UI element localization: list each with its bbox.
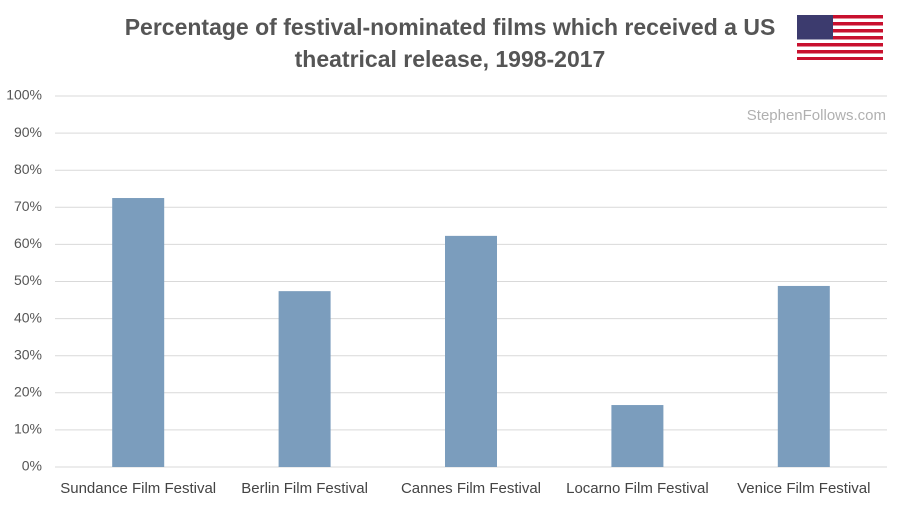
us-flag xyxy=(797,15,883,60)
bar xyxy=(777,285,830,467)
y-tick-label: 80% xyxy=(14,161,42,177)
bar xyxy=(278,291,331,467)
bar xyxy=(112,198,165,467)
watermark: StephenFollows.com xyxy=(747,107,886,124)
y-tick-label: 100% xyxy=(6,87,42,103)
chart-title: Percentage of festival-nominated films w… xyxy=(125,14,776,40)
chart-title: theatrical release, 1998-2017 xyxy=(295,46,606,72)
y-tick-label: 40% xyxy=(14,309,42,325)
y-tick-label: 50% xyxy=(14,272,42,288)
x-tick-label: Sundance Film Festival xyxy=(60,480,216,497)
y-tick-label: 10% xyxy=(14,421,42,437)
y-tick-label: 20% xyxy=(14,384,42,400)
y-tick-label: 90% xyxy=(14,124,42,140)
y-tick-label: 60% xyxy=(14,235,42,251)
x-tick-label: Venice Film Festival xyxy=(737,480,870,497)
y-tick-label: 30% xyxy=(14,346,42,362)
x-tick-label: Cannes Film Festival xyxy=(401,480,541,497)
bar xyxy=(445,235,497,467)
bar xyxy=(611,405,664,467)
y-tick-label: 0% xyxy=(22,458,42,474)
y-tick-label: 70% xyxy=(14,198,42,214)
x-tick-label: Locarno Film Festival xyxy=(566,480,709,497)
x-tick-label: Berlin Film Festival xyxy=(241,480,368,497)
